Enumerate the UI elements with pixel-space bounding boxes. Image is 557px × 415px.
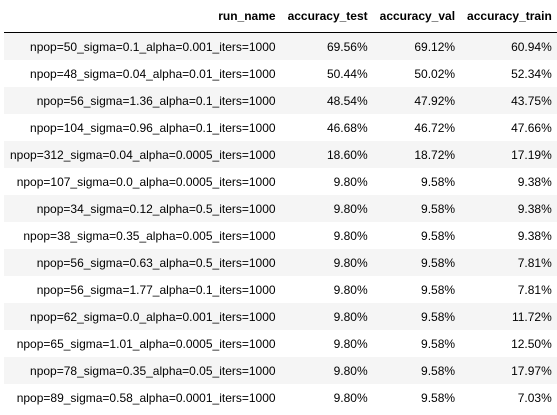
table-cell: 47.66% <box>511 120 552 135</box>
table-row: npop=107_sigma=0.0_alpha=0.0005_iters=10… <box>4 168 557 195</box>
table-cell: 9.80% <box>333 390 368 405</box>
table-cell: 9.58% <box>421 282 456 297</box>
table-cell: 9.80% <box>333 282 368 297</box>
table-cell: 46.72% <box>414 120 456 135</box>
table-cell: 17.19% <box>511 147 552 162</box>
table-cell: npop=56_sigma=1.77_alpha=0.1_iters=1000 <box>36 282 276 297</box>
table-cell: 9.80% <box>333 228 368 243</box>
table-cell: 9.58% <box>421 363 456 378</box>
table-row: npop=50_sigma=0.1_alpha=0.001_iters=1000… <box>4 32 557 60</box>
table-row: npop=34_sigma=0.12_alpha=0.5_iters=1000 9… <box>4 195 557 222</box>
table-cell: 7.81% <box>517 255 552 270</box>
table-cell: 9.58% <box>421 309 456 324</box>
table-cell: 9.80% <box>333 309 368 324</box>
table-row: npop=62_sigma=0.0_alpha=0.001_iters=1000… <box>4 303 557 330</box>
table-row: npop=65_sigma=1.01_alpha=0.0005_iters=10… <box>4 330 557 357</box>
table-cell: 9.80% <box>333 336 368 351</box>
table-cell: npop=312_sigma=0.04_alpha=0.0005_iters=1… <box>10 147 276 162</box>
table-cell: 69.56% <box>326 39 368 54</box>
table-cell: 47.92% <box>414 93 456 108</box>
table-row: npop=48_sigma=0.04_alpha=0.01_iters=1000… <box>4 60 557 87</box>
table-cell: 9.58% <box>421 174 456 189</box>
table-cell: 9.38% <box>517 174 552 189</box>
table-row: npop=104_sigma=0.96_alpha=0.1_iters=1000… <box>4 114 557 141</box>
table-cell: 9.58% <box>421 390 456 405</box>
table-cell: npop=78_sigma=0.35_alpha=0.05_iters=1000 <box>30 363 276 378</box>
table-cell: 7.81% <box>517 282 552 297</box>
table-cell: 9.80% <box>333 363 368 378</box>
column-header: accuracy_train <box>461 0 557 33</box>
table-cell: npop=56_sigma=1.36_alpha=0.1_iters=1000 <box>36 93 276 108</box>
table-body: npop=50_sigma=0.1_alpha=0.001_iters=1000… <box>4 32 557 412</box>
table-cell: 50.44% <box>326 66 368 81</box>
table-cell: 17.97% <box>511 363 552 378</box>
table-row: npop=312_sigma=0.04_alpha=0.0005_iters=1… <box>4 141 557 168</box>
table-row: npop=78_sigma=0.35_alpha=0.05_iters=1000… <box>4 357 557 384</box>
table-cell: npop=38_sigma=0.35_alpha=0.005_iters=100… <box>23 228 276 243</box>
table-cell: 11.72% <box>511 309 552 324</box>
table-cell: 48.54% <box>326 93 368 108</box>
table-cell: 43.75% <box>511 93 552 108</box>
table-row: npop=56_sigma=1.77_alpha=0.1_iters=1000 9… <box>4 276 557 303</box>
table-cell: npop=56_sigma=0.63_alpha=0.5_iters=1000 <box>36 255 276 270</box>
table-cell: 9.58% <box>421 201 456 216</box>
table-cell: 7.03% <box>517 390 552 405</box>
table-cell: 60.94% <box>511 39 552 54</box>
table-row: npop=56_sigma=1.36_alpha=0.1_iters=1000 4… <box>4 87 557 114</box>
table-cell: npop=89_sigma=0.58_alpha=0.0001_iters=10… <box>16 390 276 405</box>
table-cell: 69.12% <box>414 39 456 54</box>
table-row: npop=89_sigma=0.58_alpha=0.0001_iters=10… <box>4 384 557 411</box>
table-cell: 9.38% <box>517 201 552 216</box>
column-header: accuracy_val <box>373 0 462 33</box>
table-cell: 12.50% <box>511 336 552 351</box>
table-cell: npop=104_sigma=0.96_alpha=0.1_iters=1000 <box>30 120 276 135</box>
table-cell: 9.80% <box>333 174 368 189</box>
table-cell: 9.80% <box>333 255 368 270</box>
table-cell: 52.34% <box>511 66 552 81</box>
table-cell: npop=50_sigma=0.1_alpha=0.001_iters=1000 <box>30 39 276 54</box>
table-cell: 9.58% <box>421 255 456 270</box>
table-cell: 50.02% <box>414 66 456 81</box>
data-table: run_name accuracy_test accuracy_val accurac… <box>4 0 557 411</box>
table-cell: npop=62_sigma=0.0_alpha=0.001_iters=1000 <box>30 309 276 324</box>
table-cell: 9.58% <box>421 228 456 243</box>
table-cell: 9.58% <box>421 336 456 351</box>
table-cell: npop=65_sigma=1.01_alpha=0.0005_iters=10… <box>16 336 276 351</box>
table-cell: 18.60% <box>326 147 368 162</box>
column-header: accuracy_test <box>281 0 374 33</box>
table-cell: 18.72% <box>414 147 456 162</box>
table-cell: npop=107_sigma=0.0_alpha=0.0005_iters=10… <box>16 174 276 189</box>
column-header: run_name <box>4 0 282 33</box>
table-cell: 9.38% <box>517 228 552 243</box>
table-cell: npop=34_sigma=0.12_alpha=0.5_iters=1000 <box>36 201 276 216</box>
table-cell: npop=48_sigma=0.04_alpha=0.01_iters=1000 <box>30 66 276 81</box>
table-cell: 46.68% <box>326 120 368 135</box>
table-row: npop=56_sigma=0.63_alpha=0.5_iters=1000 9… <box>4 249 557 276</box>
table-cell: 9.80% <box>333 201 368 216</box>
table-row: npop=38_sigma=0.35_alpha=0.005_iters=100… <box>4 222 557 249</box>
header-row: run_name accuracy_test accuracy_val accurac… <box>4 0 557 33</box>
